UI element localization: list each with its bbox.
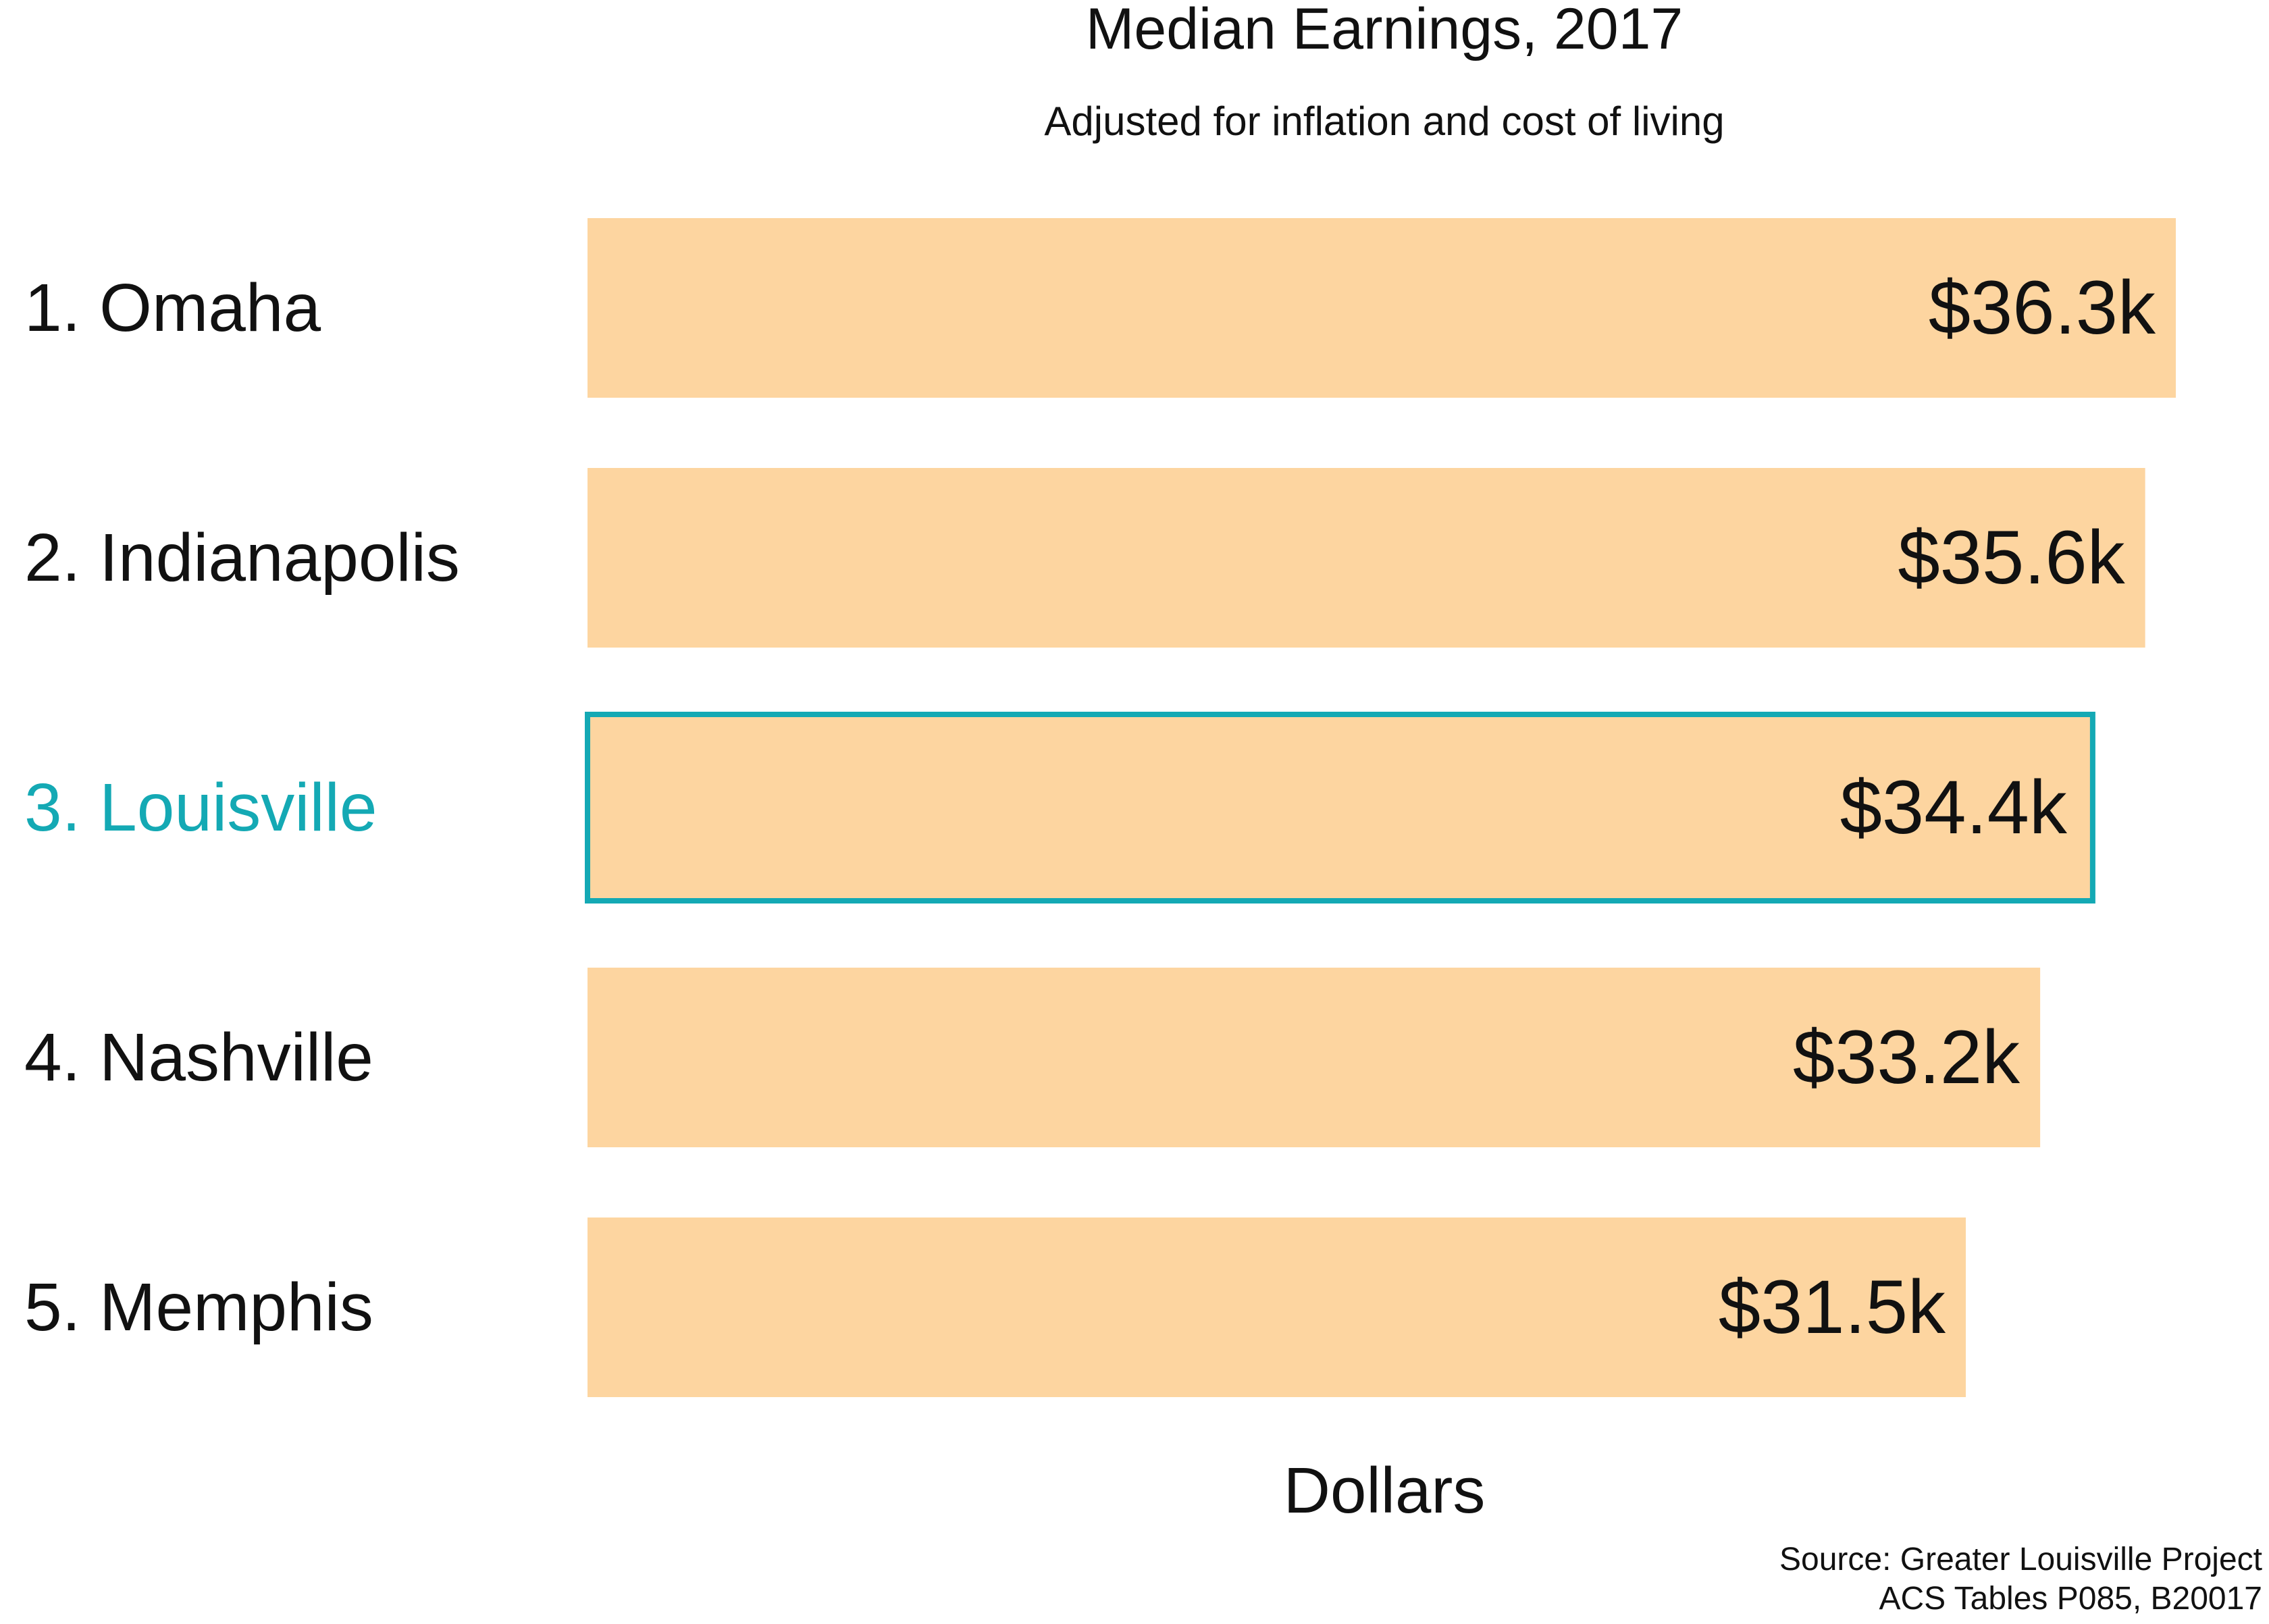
value-label-3: $33.2k (1793, 1015, 2020, 1099)
bar-2 (585, 712, 2095, 903)
bar-3 (588, 968, 2041, 1147)
source-line-1: Source: Greater Louisville Project (1779, 1542, 2262, 1577)
category-label-0: 1. Omaha (24, 270, 321, 346)
bars-group: 1. Omaha $36.3k 2. Indianapolis $35.6k 3. Lo… (24, 218, 2176, 1397)
chart-subtitle: Adjusted for inflation and cost of livin… (1044, 99, 1724, 144)
value-label-1: $35.6k (1898, 515, 2125, 600)
bar-4 (588, 1217, 1966, 1397)
chart-title: Median Earnings, 2017 (1086, 0, 1683, 61)
value-label-4: $31.5k (1719, 1265, 1946, 1349)
value-label-0: $36.3k (1929, 265, 2156, 350)
category-label-4: 5. Memphis (24, 1269, 373, 1345)
category-label-2: 3. Louisville (24, 770, 377, 845)
bar-1 (588, 468, 2145, 648)
source-line-2: ACS Tables P085, B20017 (1879, 1581, 2262, 1617)
x-axis-label: Dollars (1284, 1455, 1486, 1527)
category-label-1: 2. Indianapolis (24, 520, 460, 596)
category-label-3: 4. Nashville (24, 1020, 373, 1095)
value-label-2: $34.4k (1840, 765, 2068, 849)
bar-0 (588, 218, 2176, 398)
